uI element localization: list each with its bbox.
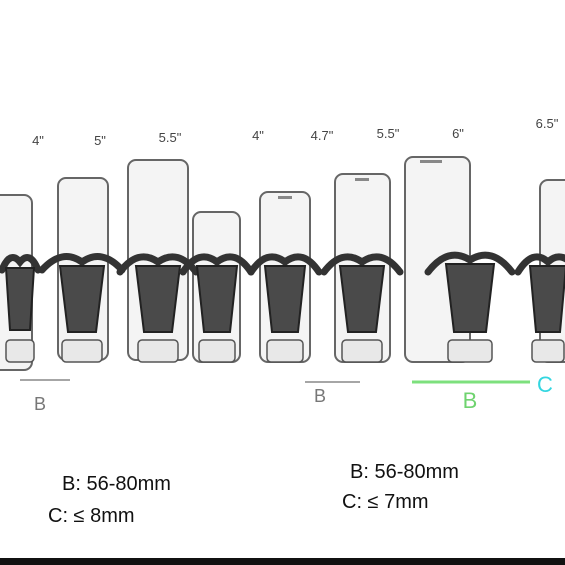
size-label: 4" (252, 128, 264, 143)
speaker (278, 196, 292, 199)
specs: B: 56-80mm C: ≤ 8mm B: 56-80mm C: ≤ 7mm (48, 461, 459, 527)
spec-text: C: ≤ 7mm (342, 491, 429, 513)
size-label: 4.7" (311, 128, 334, 143)
size-label: 5.5" (377, 126, 400, 141)
dimension-label: C (537, 372, 553, 397)
dimension-label: B (34, 394, 46, 414)
dimensions: B B B C (20, 372, 553, 414)
spec-text: C: ≤ 8mm (48, 505, 135, 527)
spec-text: B: 56-80mm (350, 461, 459, 483)
spec-text: B: 56-80mm (62, 473, 171, 495)
speaker (420, 160, 442, 163)
dimension-label: B (314, 386, 326, 406)
size-label: 6.5" (536, 116, 559, 131)
speaker (355, 178, 369, 181)
size-label: 5.5" (159, 130, 182, 145)
size-label: 4" (32, 133, 44, 148)
size-label: 5" (94, 133, 106, 148)
holders (0, 251, 565, 363)
size-labels: 4" 5" 5.5" 4" 4.7" 5.5" 6" 6.5" (32, 116, 559, 148)
dimension-label: B (463, 388, 478, 413)
size-label: 6" (452, 126, 464, 141)
bottom-bar (0, 558, 565, 565)
